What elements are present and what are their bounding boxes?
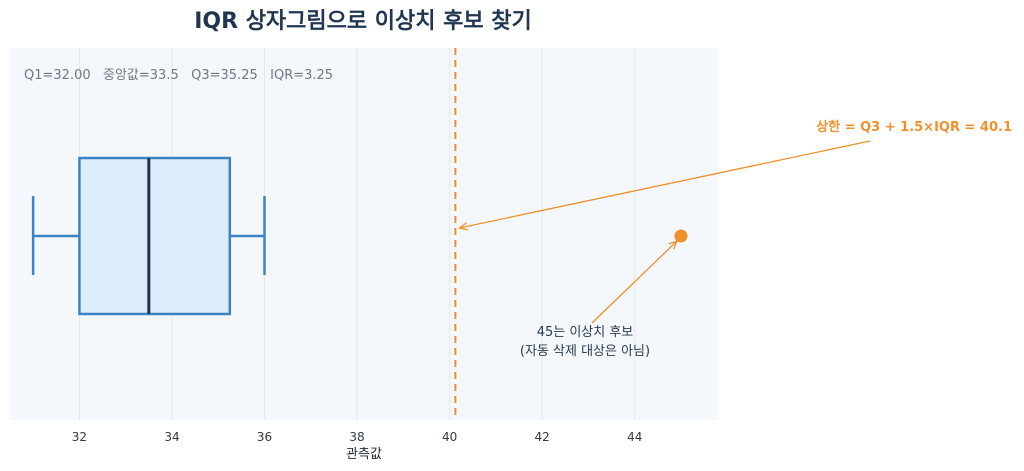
- outlier-annotation-arrow: [591, 241, 677, 324]
- x-tick-label-40: 40: [442, 430, 457, 444]
- x-tick-label-38: 38: [349, 430, 364, 444]
- x-axis-ticks: 32 34 36 38 40 42 44: [72, 430, 643, 444]
- x-axis-label: 관측값: [346, 447, 382, 462]
- chart-title: IQR 상자그림으로 이상치 후보 찾기: [194, 9, 532, 34]
- box-plot: [31, 156, 266, 316]
- stats-summary: Q1=32.00 중앙값=33.5 Q3=35.25 IQR=3.25: [24, 68, 333, 83]
- outlier-point: [674, 229, 688, 243]
- x-tick-label-34: 34: [164, 430, 179, 444]
- outlier-annotation-line2: (자동 삭제 대상은 아님): [520, 344, 650, 359]
- fence-annotation: 상한 = Q3 + 1.5×IQR = 40.1: [816, 119, 1012, 135]
- x-tick-label-42: 42: [535, 430, 550, 444]
- iqr-box: [78, 156, 232, 316]
- x-tick-label-36: 36: [257, 430, 272, 444]
- outlier-annotation-line1: 45는 이상치 후보: [537, 325, 634, 340]
- fence-annotation-arrow: [459, 140, 871, 228]
- annotations: [459, 140, 871, 324]
- x-tick-label-44: 44: [627, 430, 642, 444]
- x-tick-label-32: 32: [72, 430, 87, 444]
